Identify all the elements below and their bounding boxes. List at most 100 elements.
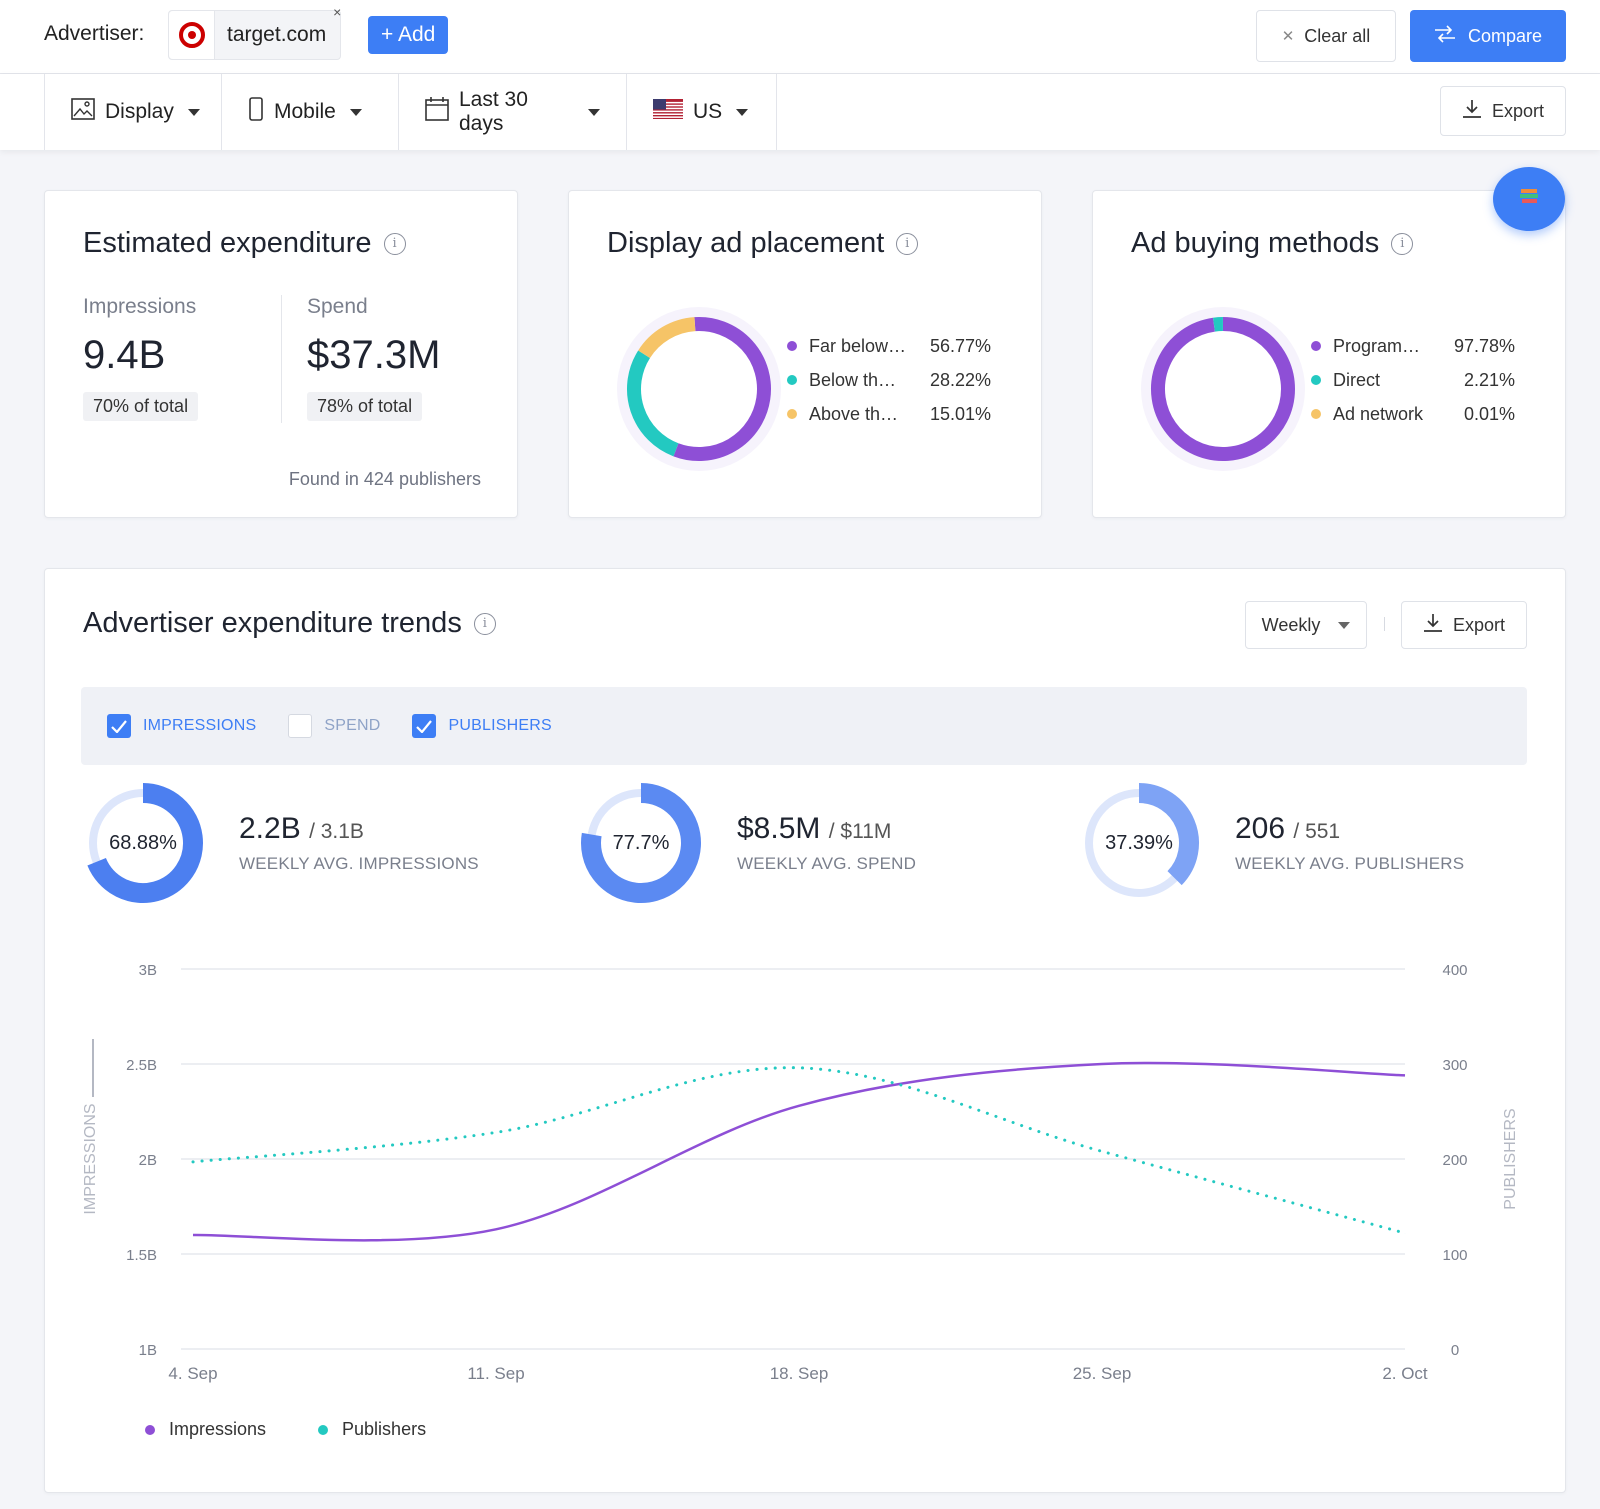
legend-label: Ad network xyxy=(1333,403,1424,424)
compare-button[interactable]: Compare xyxy=(1410,10,1566,62)
estimated-expenditure-card: Estimated expenditure i Impressions 9.4B… xyxy=(44,190,518,518)
kpi-donut: 37.39% xyxy=(1077,781,1201,905)
card-title: Estimated expenditure i xyxy=(83,227,406,260)
checkbox-icon[interactable] xyxy=(288,714,313,738)
divider xyxy=(281,295,282,423)
legend-label: Below th… xyxy=(809,369,897,390)
legend-dot-icon xyxy=(318,1424,329,1435)
export-button[interactable]: Export xyxy=(1440,86,1566,136)
x-tick-label: 11. Sep xyxy=(467,1364,524,1383)
donut-slice-1[interactable] xyxy=(1151,317,1295,461)
legend-item[interactable]: Program… 97.78% xyxy=(1311,329,1515,363)
chart-legend-label: Impressions xyxy=(169,1419,267,1439)
chevron-down-icon xyxy=(736,108,749,116)
add-advertiser-button[interactable]: + Add xyxy=(368,16,449,54)
checkbox-icon[interactable] xyxy=(107,714,131,738)
device-value: Mobile xyxy=(274,100,336,123)
help-fab-button[interactable] xyxy=(1493,167,1565,231)
remove-advertiser-icon[interactable]: × xyxy=(333,4,342,20)
download-icon xyxy=(1423,613,1443,638)
target-logo-icon xyxy=(169,11,215,59)
kpi-caption: WEEKLY AVG. PUBLISHERS xyxy=(1235,854,1465,873)
donut-slice-3[interactable] xyxy=(638,317,696,359)
donut-slice-1[interactable] xyxy=(673,317,771,461)
impressions-label: Impressions xyxy=(83,295,197,318)
legend-item[interactable]: Direct 2.21% xyxy=(1311,363,1515,397)
toggle-label: PUBLISHERS xyxy=(448,717,552,734)
device-dropdown[interactable]: Mobile xyxy=(222,74,399,150)
export-button[interactable]: Export xyxy=(1401,601,1527,649)
spend-share-badge: 78% of total xyxy=(307,392,423,421)
legend-item[interactable]: Far below… 56.77% xyxy=(787,329,991,363)
ad-type-dropdown[interactable]: Display xyxy=(44,74,222,150)
y-right-tick-label: 0 xyxy=(1451,1342,1459,1359)
clear-all-button[interactable]: ✕ Clear all xyxy=(1256,10,1396,62)
x-tick-label: 25. Sep xyxy=(1073,1364,1132,1383)
buying-donut-chart xyxy=(1141,307,1305,471)
country-value: US xyxy=(693,100,723,123)
series-line-publishers[interactable] xyxy=(191,1066,1407,1235)
calendar-icon xyxy=(425,97,449,127)
legend-value: 28.22% xyxy=(929,369,991,390)
advertiser-label: Advertiser: xyxy=(44,22,145,45)
spend-label: Spend xyxy=(307,295,368,318)
kpi-value: 206 xyxy=(1235,812,1286,845)
donut-slice-2[interactable] xyxy=(627,350,679,457)
card-title: Display ad placement i xyxy=(607,227,919,260)
donut-hole xyxy=(1158,324,1288,454)
metric-toggle-bar: IMPRESSIONS SPEND PUBLISHERS xyxy=(81,687,1527,765)
kpi-arc xyxy=(581,783,701,903)
period-dropdown[interactable]: Last 30 days xyxy=(399,74,627,150)
card-title-text: Ad buying methods xyxy=(1131,227,1380,259)
trend-line-chart: 1B 0 1.5B 100 2B 200 2.5B 300 3B 400 4. Sep 11. Sep… xyxy=(82,962,1519,1383)
advertiser-chip[interactable]: target.com × xyxy=(168,5,341,60)
legend-value: 0.01% xyxy=(1463,403,1515,424)
ad-buying-methods-card: Ad buying methods i Program… 97.78% Dire… xyxy=(1092,190,1566,518)
x-tick-label: 18. Sep xyxy=(770,1364,829,1383)
kpi-caption: WEEKLY AVG. IMPRESSIONS xyxy=(239,854,479,873)
placement-legend: Far below… 56.77% Below th… 28.22% Above… xyxy=(787,329,991,431)
series-line-impressions[interactable] xyxy=(192,1061,1406,1242)
toggle-spend[interactable]: SPEND xyxy=(288,714,380,738)
legend-item[interactable]: Ad network 0.01% xyxy=(1311,397,1515,431)
chart-legend-item[interactable]: Impressions xyxy=(145,1419,266,1440)
y-right-tick-label: 200 xyxy=(1442,1152,1467,1169)
y-left-tick-label: 1B xyxy=(139,1342,157,1359)
y-right-tick-label: 400 xyxy=(1442,962,1467,979)
legend-dot-icon xyxy=(145,1424,155,1435)
checkbox-icon[interactable] xyxy=(412,714,437,738)
ad-type-value: Display xyxy=(105,100,174,123)
info-icon[interactable]: i xyxy=(1391,232,1414,255)
period-select-value: Weekly xyxy=(1261,614,1321,635)
advertiser-domain: target.com xyxy=(227,23,327,46)
donut-slice-2[interactable] xyxy=(1212,317,1224,332)
legend-item[interactable]: Above th… 15.01% xyxy=(787,397,991,431)
info-icon[interactable]: i xyxy=(473,612,496,635)
period-value: Last 30 days xyxy=(459,88,528,135)
info-icon[interactable]: i xyxy=(383,232,406,255)
kpi-card: 37.39% 206 / 551 WEEKLY AVG. PUBLISHERS xyxy=(1077,781,1464,905)
chart-legend-item[interactable]: Publishers xyxy=(318,1419,426,1440)
legend-item[interactable]: Below th… 28.22% xyxy=(787,363,991,397)
chevron-down-icon xyxy=(349,108,362,116)
kpi-arc xyxy=(1138,783,1199,886)
books-icon xyxy=(1518,187,1540,212)
close-icon: ✕ xyxy=(1281,28,1295,45)
legend-dot-icon xyxy=(1311,375,1321,385)
chart-legend: Impressions Publishers xyxy=(145,1419,426,1440)
impressions-value: 9.4B xyxy=(83,333,166,377)
toggle-impressions[interactable]: IMPRESSIONS xyxy=(107,714,256,738)
y-left-tick-label: 2.5B xyxy=(126,1057,157,1074)
y-right-tick-label: 100 xyxy=(1442,1247,1467,1264)
info-icon[interactable]: i xyxy=(896,232,919,255)
toggle-publishers[interactable]: PUBLISHERS xyxy=(412,714,552,738)
legend-dot-icon xyxy=(1311,341,1321,351)
card-title: Advertiser expenditure trends i xyxy=(83,607,496,640)
compare-icon xyxy=(1434,24,1456,48)
advertiser-bar: Advertiser: target.com × + Add ✕ Clear a… xyxy=(0,0,1600,74)
kpi-card: 68.88% 2.2B / 3.1B WEEKLY AVG. IMPRESSIO… xyxy=(81,781,479,905)
buying-legend: Program… 97.78% Direct 2.21% Ad network … xyxy=(1311,329,1515,431)
y-left-tick-label: 3B xyxy=(139,962,157,979)
country-dropdown[interactable]: US xyxy=(627,74,777,150)
period-select[interactable]: Weekly xyxy=(1245,601,1367,649)
